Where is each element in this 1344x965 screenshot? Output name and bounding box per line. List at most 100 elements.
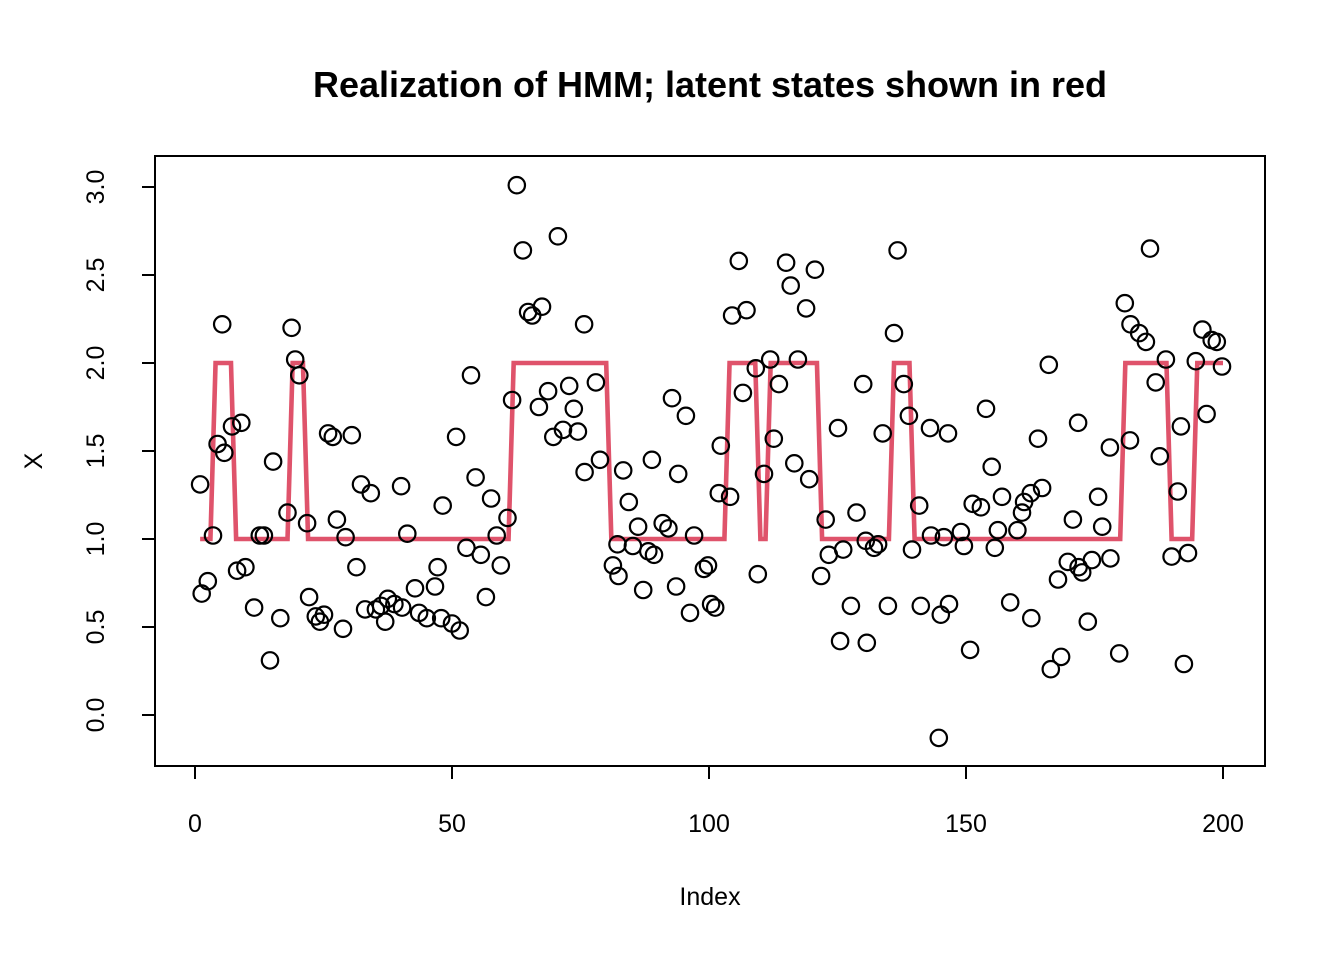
plot-title: Realization of HMM; latent states shown … <box>313 64 1107 105</box>
x-tick-label: 150 <box>945 810 987 838</box>
scatter-point <box>1041 659 1061 679</box>
scatter-point <box>619 492 639 512</box>
x-tick-label: 100 <box>688 810 730 838</box>
scatter-point <box>902 540 922 559</box>
scatter-point <box>894 374 914 394</box>
scatter-point <box>1101 549 1120 568</box>
scatter-point <box>375 612 395 631</box>
scatter-point <box>868 534 888 554</box>
scatter-point <box>828 418 848 438</box>
scatter-point <box>1072 563 1092 582</box>
scatter-point <box>222 417 242 436</box>
scatter-point <box>613 461 633 480</box>
scatter-point <box>190 475 210 494</box>
scatter-point <box>1150 446 1170 466</box>
scatter-point <box>811 566 831 586</box>
scatter-point <box>1092 517 1112 536</box>
scatter-point <box>1063 510 1083 529</box>
scatter-point <box>644 545 664 565</box>
scatter-point <box>397 524 417 543</box>
scatter-point <box>318 424 338 443</box>
x-tick-label: 50 <box>438 810 466 838</box>
scatter-point <box>1146 373 1165 392</box>
scatter-point <box>1000 593 1020 612</box>
scatter-point <box>680 603 700 623</box>
plot-border-box <box>154 155 1266 767</box>
scatter-point <box>733 383 753 403</box>
scatter-point <box>899 406 919 426</box>
scatter-point <box>559 376 579 396</box>
y-axis-label: X <box>20 452 48 469</box>
scatter-point <box>878 596 898 616</box>
scatter-point <box>633 580 653 600</box>
scatter-point <box>336 527 355 547</box>
scatter-point <box>951 522 971 542</box>
scatter-point <box>628 517 648 536</box>
y-tick-label: 2.0 <box>82 346 110 381</box>
scatter-point <box>960 640 980 660</box>
scatter-point <box>471 545 491 565</box>
scatter-point <box>796 299 816 318</box>
scatter-point <box>1197 404 1216 424</box>
scatter-point <box>603 556 623 575</box>
scatter-point <box>1136 332 1156 352</box>
y-tick-label: 1.0 <box>82 522 110 557</box>
scatter-point <box>1058 552 1078 572</box>
scatter-point <box>333 619 353 639</box>
scatter-point <box>988 520 1008 540</box>
scatter-point <box>711 436 731 455</box>
scatter-point <box>666 577 686 596</box>
scatter-point <box>417 608 437 628</box>
latent-state-line-group <box>200 360 1223 542</box>
scatter-point <box>548 227 568 246</box>
scatter-point <box>405 578 425 598</box>
scatter-point <box>833 540 853 559</box>
scatter-point <box>392 598 412 617</box>
scatter-point <box>694 559 714 579</box>
scatter-point <box>575 462 594 482</box>
scatter-point <box>864 538 884 558</box>
scatter-point <box>788 350 808 369</box>
scatter-point <box>466 468 485 487</box>
scatter-point <box>816 510 835 529</box>
x-axis-label: Index <box>679 883 741 911</box>
x-tick-label: 0 <box>188 810 202 838</box>
scatter-point <box>701 594 721 614</box>
scatter-point <box>1008 520 1027 540</box>
scatter-point <box>227 561 247 580</box>
scatter-point <box>830 631 850 651</box>
scatter-point <box>586 373 606 392</box>
scatter-point <box>244 598 264 617</box>
scatter-point <box>1168 482 1188 501</box>
scatter-point <box>1120 431 1140 450</box>
scatter-point <box>609 566 628 586</box>
scatter-point <box>653 513 672 533</box>
scatter-point <box>909 496 929 515</box>
scatter-point <box>760 350 780 369</box>
scatter-point <box>289 365 309 385</box>
scatter-point <box>857 633 877 653</box>
scatter-point <box>361 483 381 503</box>
scatter-point <box>847 503 866 522</box>
scatter-point <box>934 527 954 547</box>
scatter-point <box>729 251 749 271</box>
scatter-point <box>431 608 451 628</box>
scatter-point <box>215 443 234 463</box>
scatter-point <box>428 557 447 577</box>
scatter-point <box>720 487 740 507</box>
y-tick-label: 2.5 <box>82 258 110 293</box>
scatter-point <box>212 314 232 334</box>
scatter-points-group <box>190 175 1232 748</box>
scatter-point <box>270 608 290 628</box>
scatter-point <box>1088 487 1108 507</box>
scatter-point <box>507 175 527 195</box>
scatter-point <box>776 253 796 273</box>
scatter-point <box>888 241 907 260</box>
scatter-point <box>1140 239 1160 258</box>
scatter-point <box>659 519 678 538</box>
scatter-point <box>574 314 594 334</box>
scatter-point <box>929 728 949 748</box>
scatter-point <box>1082 550 1102 570</box>
scatter-point <box>781 276 800 295</box>
